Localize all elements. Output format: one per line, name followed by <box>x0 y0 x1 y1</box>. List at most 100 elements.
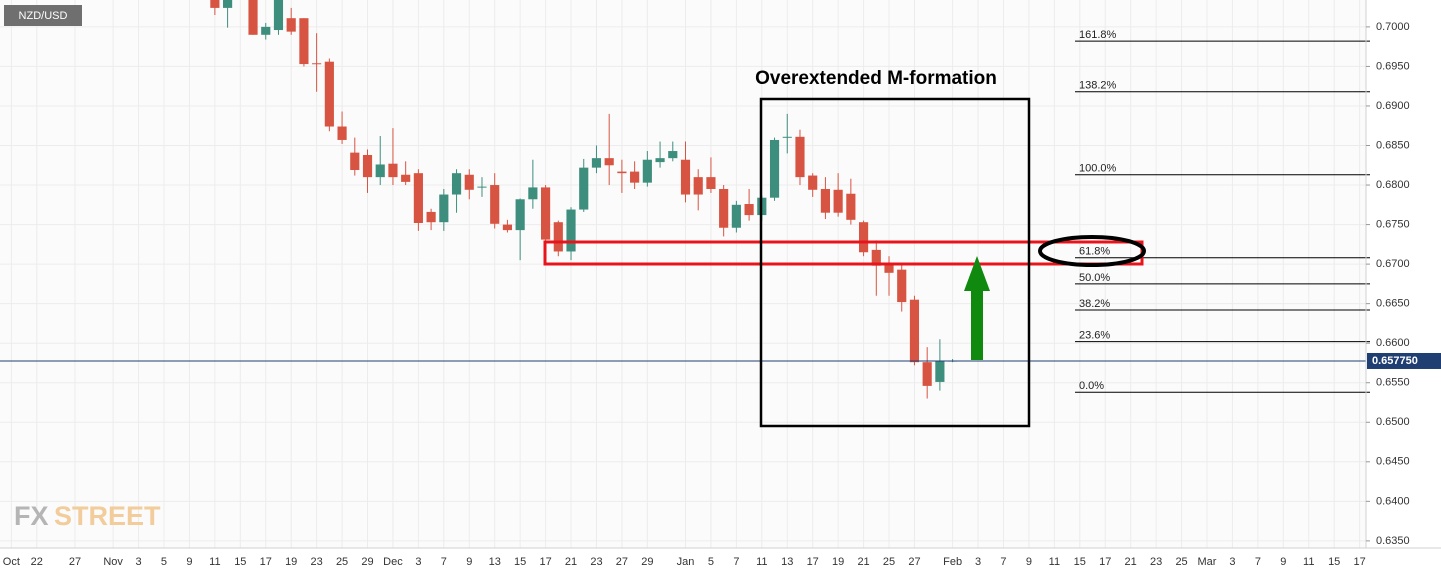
candle-body <box>223 0 233 8</box>
y-tick-label: 0.6900 <box>1376 100 1410 112</box>
fib-label: 50.0% <box>1079 272 1110 284</box>
x-tick-label: 7 <box>441 556 447 568</box>
x-tick-label: 15 <box>1328 556 1340 568</box>
x-tick-label: Oct <box>3 556 20 568</box>
candle-body <box>617 171 627 174</box>
y-tick-label: 0.6450 <box>1376 456 1410 468</box>
x-tick-label: 19 <box>285 556 297 568</box>
x-tick-label: 15 <box>1074 556 1086 568</box>
candle-body <box>426 211 436 223</box>
candle-body <box>490 185 500 224</box>
x-tick-label: 25 <box>883 556 895 568</box>
candle-body <box>324 61 334 127</box>
y-tick-label: 0.6350 <box>1376 535 1410 547</box>
candle-body <box>413 173 423 223</box>
x-tick-label: 17 <box>807 556 819 568</box>
fib-label: 161.8% <box>1079 29 1117 41</box>
candle-body <box>451 173 462 195</box>
x-tick-label: Feb <box>943 556 962 568</box>
y-tick-label: 0.6850 <box>1376 139 1410 151</box>
candle-body <box>439 194 449 223</box>
candle-body <box>604 158 614 166</box>
candle-body <box>286 18 296 32</box>
candle-body <box>935 360 945 382</box>
fib-label: 100.0% <box>1079 163 1117 175</box>
x-tick-label: 23 <box>311 556 323 568</box>
candle-body <box>846 193 856 220</box>
x-tick-label: 3 <box>135 556 141 568</box>
x-tick-label: 21 <box>1125 556 1137 568</box>
x-tick-label: 13 <box>781 556 793 568</box>
candle-body <box>401 174 411 182</box>
candle-body <box>858 222 869 253</box>
y-tick-label: 0.6500 <box>1376 416 1410 428</box>
y-tick-label: 0.6600 <box>1376 337 1410 349</box>
candle-body <box>782 136 792 138</box>
candle-body <box>833 189 843 213</box>
x-tick-label: 3 <box>415 556 421 568</box>
x-tick-label: 23 <box>1150 556 1162 568</box>
arrow-shaft <box>971 290 983 360</box>
x-tick-label: 17 <box>260 556 272 568</box>
x-tick-label: 27 <box>908 556 920 568</box>
y-tick-label: 0.6550 <box>1376 377 1410 389</box>
x-tick-label: Nov <box>103 556 123 568</box>
candle-body <box>897 269 907 303</box>
x-tick-label: Dec <box>383 556 403 568</box>
candle-body <box>541 187 551 240</box>
candle-body <box>655 158 665 163</box>
fib-label: 0.0% <box>1079 380 1104 392</box>
candle-body <box>579 167 589 210</box>
x-tick-label: 17 <box>1099 556 1111 568</box>
x-tick-label: 11 <box>209 556 220 568</box>
x-tick-label: 25 <box>1175 556 1187 568</box>
x-tick-label: 11 <box>1049 556 1060 568</box>
x-tick-label: 17 <box>539 556 551 568</box>
y-tick-label: 0.6700 <box>1376 258 1410 270</box>
candle-body <box>248 0 258 35</box>
x-tick-label: 29 <box>361 556 373 568</box>
x-tick-label: 7 <box>1255 556 1261 568</box>
x-tick-label: 5 <box>708 556 714 568</box>
candle-body <box>528 187 538 200</box>
candle-body <box>350 152 360 171</box>
candle-body <box>795 136 805 178</box>
candle-body <box>769 139 780 198</box>
chart-title: NZD/USD <box>19 10 68 22</box>
candle-body <box>553 222 563 252</box>
candle-body <box>312 63 322 65</box>
x-tick-label: 17 <box>1354 556 1366 568</box>
x-tick-label: 9 <box>466 556 472 568</box>
candle-body <box>273 0 284 31</box>
y-tick-label: 0.6650 <box>1376 298 1410 310</box>
candle-body <box>668 151 678 159</box>
x-tick-label: 11 <box>1303 556 1314 568</box>
x-tick-label: 9 <box>1280 556 1286 568</box>
candle-body <box>502 224 513 231</box>
up-arrow <box>964 256 990 360</box>
candle-body <box>731 204 741 228</box>
x-tick-label: Mar <box>1198 556 1217 568</box>
x-tick-label: 3 <box>1229 556 1235 568</box>
annotation: Overextended M-formation <box>755 68 997 89</box>
candle-body <box>680 159 691 195</box>
candle-body <box>642 159 652 183</box>
pattern-box <box>759 97 1031 428</box>
x-tick-label: 9 <box>1026 556 1032 568</box>
x-tick-label: 21 <box>565 556 577 568</box>
title-box <box>4 5 82 26</box>
fib-label: 138.2% <box>1079 80 1117 92</box>
candle-body <box>464 174 474 190</box>
candle-body <box>820 188 830 213</box>
candle-body <box>566 209 576 252</box>
last-price-box <box>1367 352 1441 369</box>
x-tick-label: 7 <box>733 556 739 568</box>
candle-body <box>909 299 920 363</box>
x-tick-label: Jan <box>677 556 695 568</box>
x-tick-label: 9 <box>186 556 192 568</box>
x-tick-label: 25 <box>336 556 348 568</box>
x-tick-label: 15 <box>514 556 526 568</box>
y-tick-label: 0.6950 <box>1376 60 1410 72</box>
candle-body <box>871 249 881 266</box>
candle-body <box>591 158 602 168</box>
